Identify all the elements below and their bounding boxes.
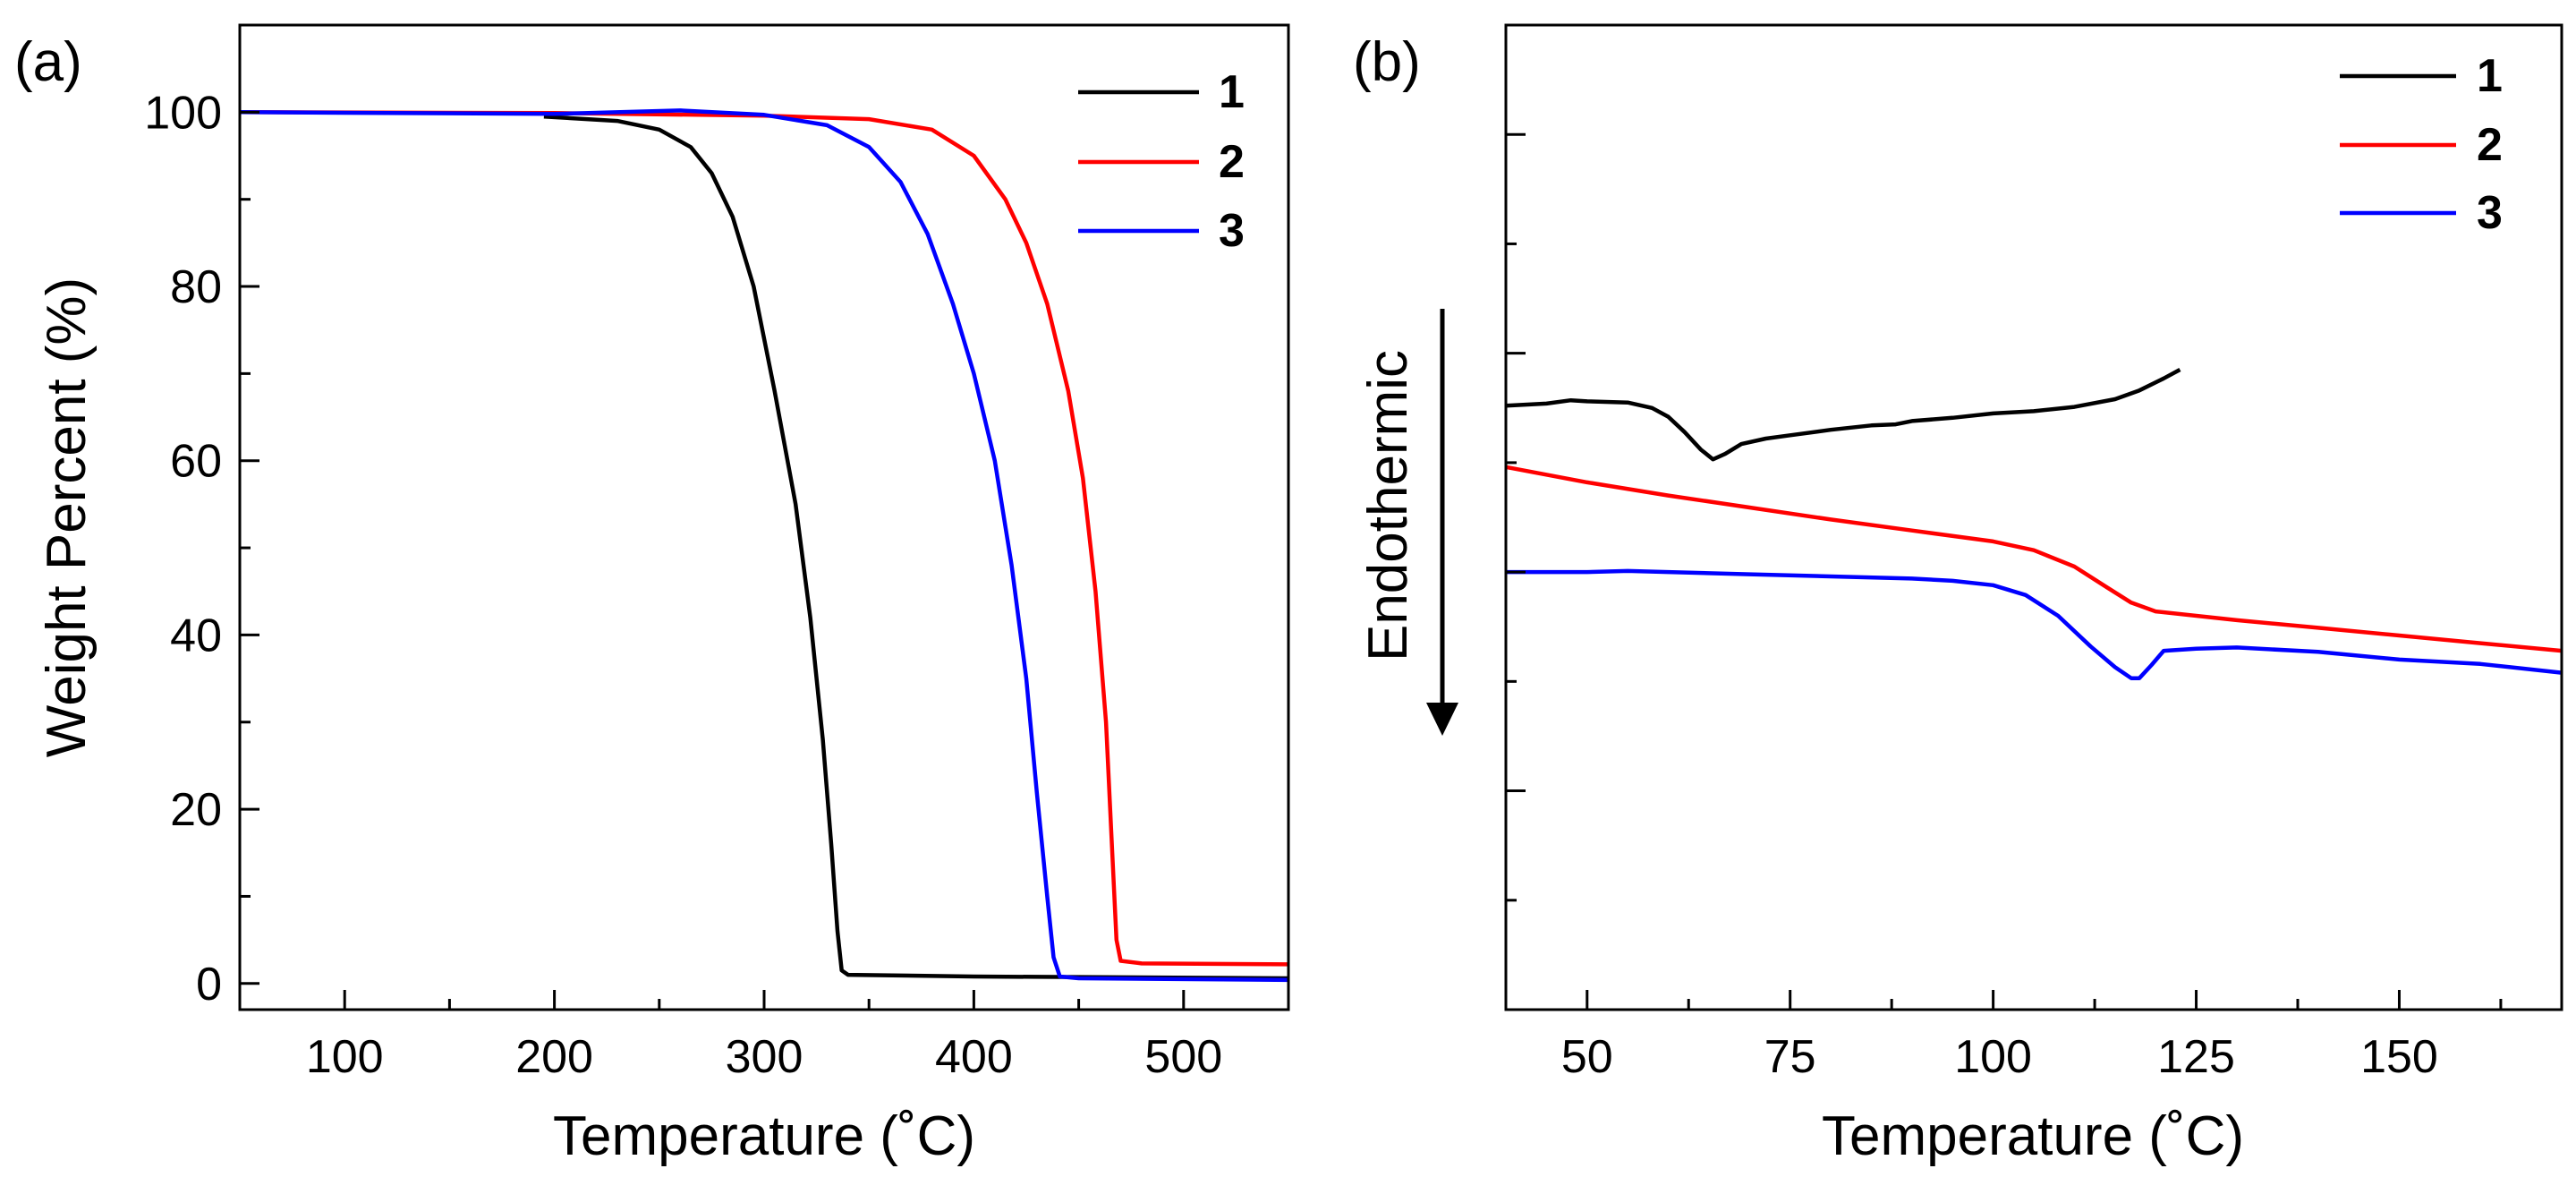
endothermic-arrow-head	[1426, 703, 1458, 736]
panel-a-legend: 1 2 3	[1078, 66, 1245, 257]
panel-b-legend-label-1: 1	[2477, 50, 2503, 102]
x-tick-label: 150	[2360, 1031, 2438, 1083]
x-tick-label: 50	[1561, 1031, 1613, 1083]
panel-a-legend-label-3: 3	[1219, 205, 1245, 257]
panel-b-legend-label-2: 2	[2477, 119, 2503, 171]
panel-b-label: (b)	[1353, 31, 1421, 93]
panel-a-curves	[239, 108, 1289, 983]
panel-b-legend: 1 2 3	[2340, 50, 2503, 239]
panel-a: (a) 100 200 300 400 500 0 20 40 60 80 100 Tempera…	[14, 23, 1290, 1167]
panel-a-y-axis-title: Weight Percent (%)	[36, 277, 98, 757]
x-tick-label: 75	[1764, 1031, 1816, 1083]
y-tick-label: 80	[170, 261, 222, 313]
endothermic-label: Endothermic	[1357, 350, 1419, 661]
panel-a-y-ticks: 0 20 40 60 80 100	[144, 23, 259, 1011]
x-tick-label: 100	[306, 1031, 384, 1083]
panel-a-legend-label-2: 2	[1219, 136, 1245, 188]
y-tick-label: 20	[170, 784, 222, 836]
series-1-line	[1505, 368, 2181, 462]
endothermic-annotation: Endothermic	[1357, 309, 1458, 736]
x-tick-label: 400	[935, 1031, 1013, 1083]
x-tick-label: 500	[1144, 1031, 1222, 1083]
series-2-line	[1505, 465, 2563, 653]
series-1-line	[543, 114, 1289, 981]
panel-a-x-ticks: 100 200 300 400 500	[238, 990, 1290, 1083]
series-2-line	[239, 110, 1289, 967]
y-tick-label: 60	[170, 436, 222, 488]
y-tick-label: 100	[144, 87, 222, 139]
panel-b-y-ticks	[1506, 132, 1526, 902]
x-tick-label: 100	[1954, 1031, 2032, 1083]
panel-b-frame	[1504, 23, 2563, 1011]
panel-a-x-axis-title: Temperature (˚C)	[553, 1105, 975, 1167]
panel-b-x-axis-title: Temperature (˚C)	[1822, 1105, 2244, 1167]
y-tick-label: 0	[196, 959, 222, 1011]
x-tick-label: 125	[2157, 1031, 2235, 1083]
series-3-line	[239, 108, 1289, 983]
y-tick-label: 40	[170, 610, 222, 661]
panel-b-legend-label-3: 3	[2477, 187, 2503, 239]
x-tick-label: 200	[515, 1031, 593, 1083]
series-3-line	[1506, 568, 2563, 680]
panel-a-legend-label-1: 1	[1219, 66, 1245, 118]
panel-b-x-ticks: 50 75 100 125 150	[1561, 990, 2503, 1083]
x-tick-label: 300	[726, 1031, 803, 1083]
panel-a-frame	[238, 23, 1290, 1011]
panel-a-label: (a)	[14, 31, 82, 93]
panel-b: (b) 50 75 100 125 150 Temperature (˚C) Endot…	[1353, 23, 2563, 1167]
panel-b-curves	[1505, 368, 2563, 680]
